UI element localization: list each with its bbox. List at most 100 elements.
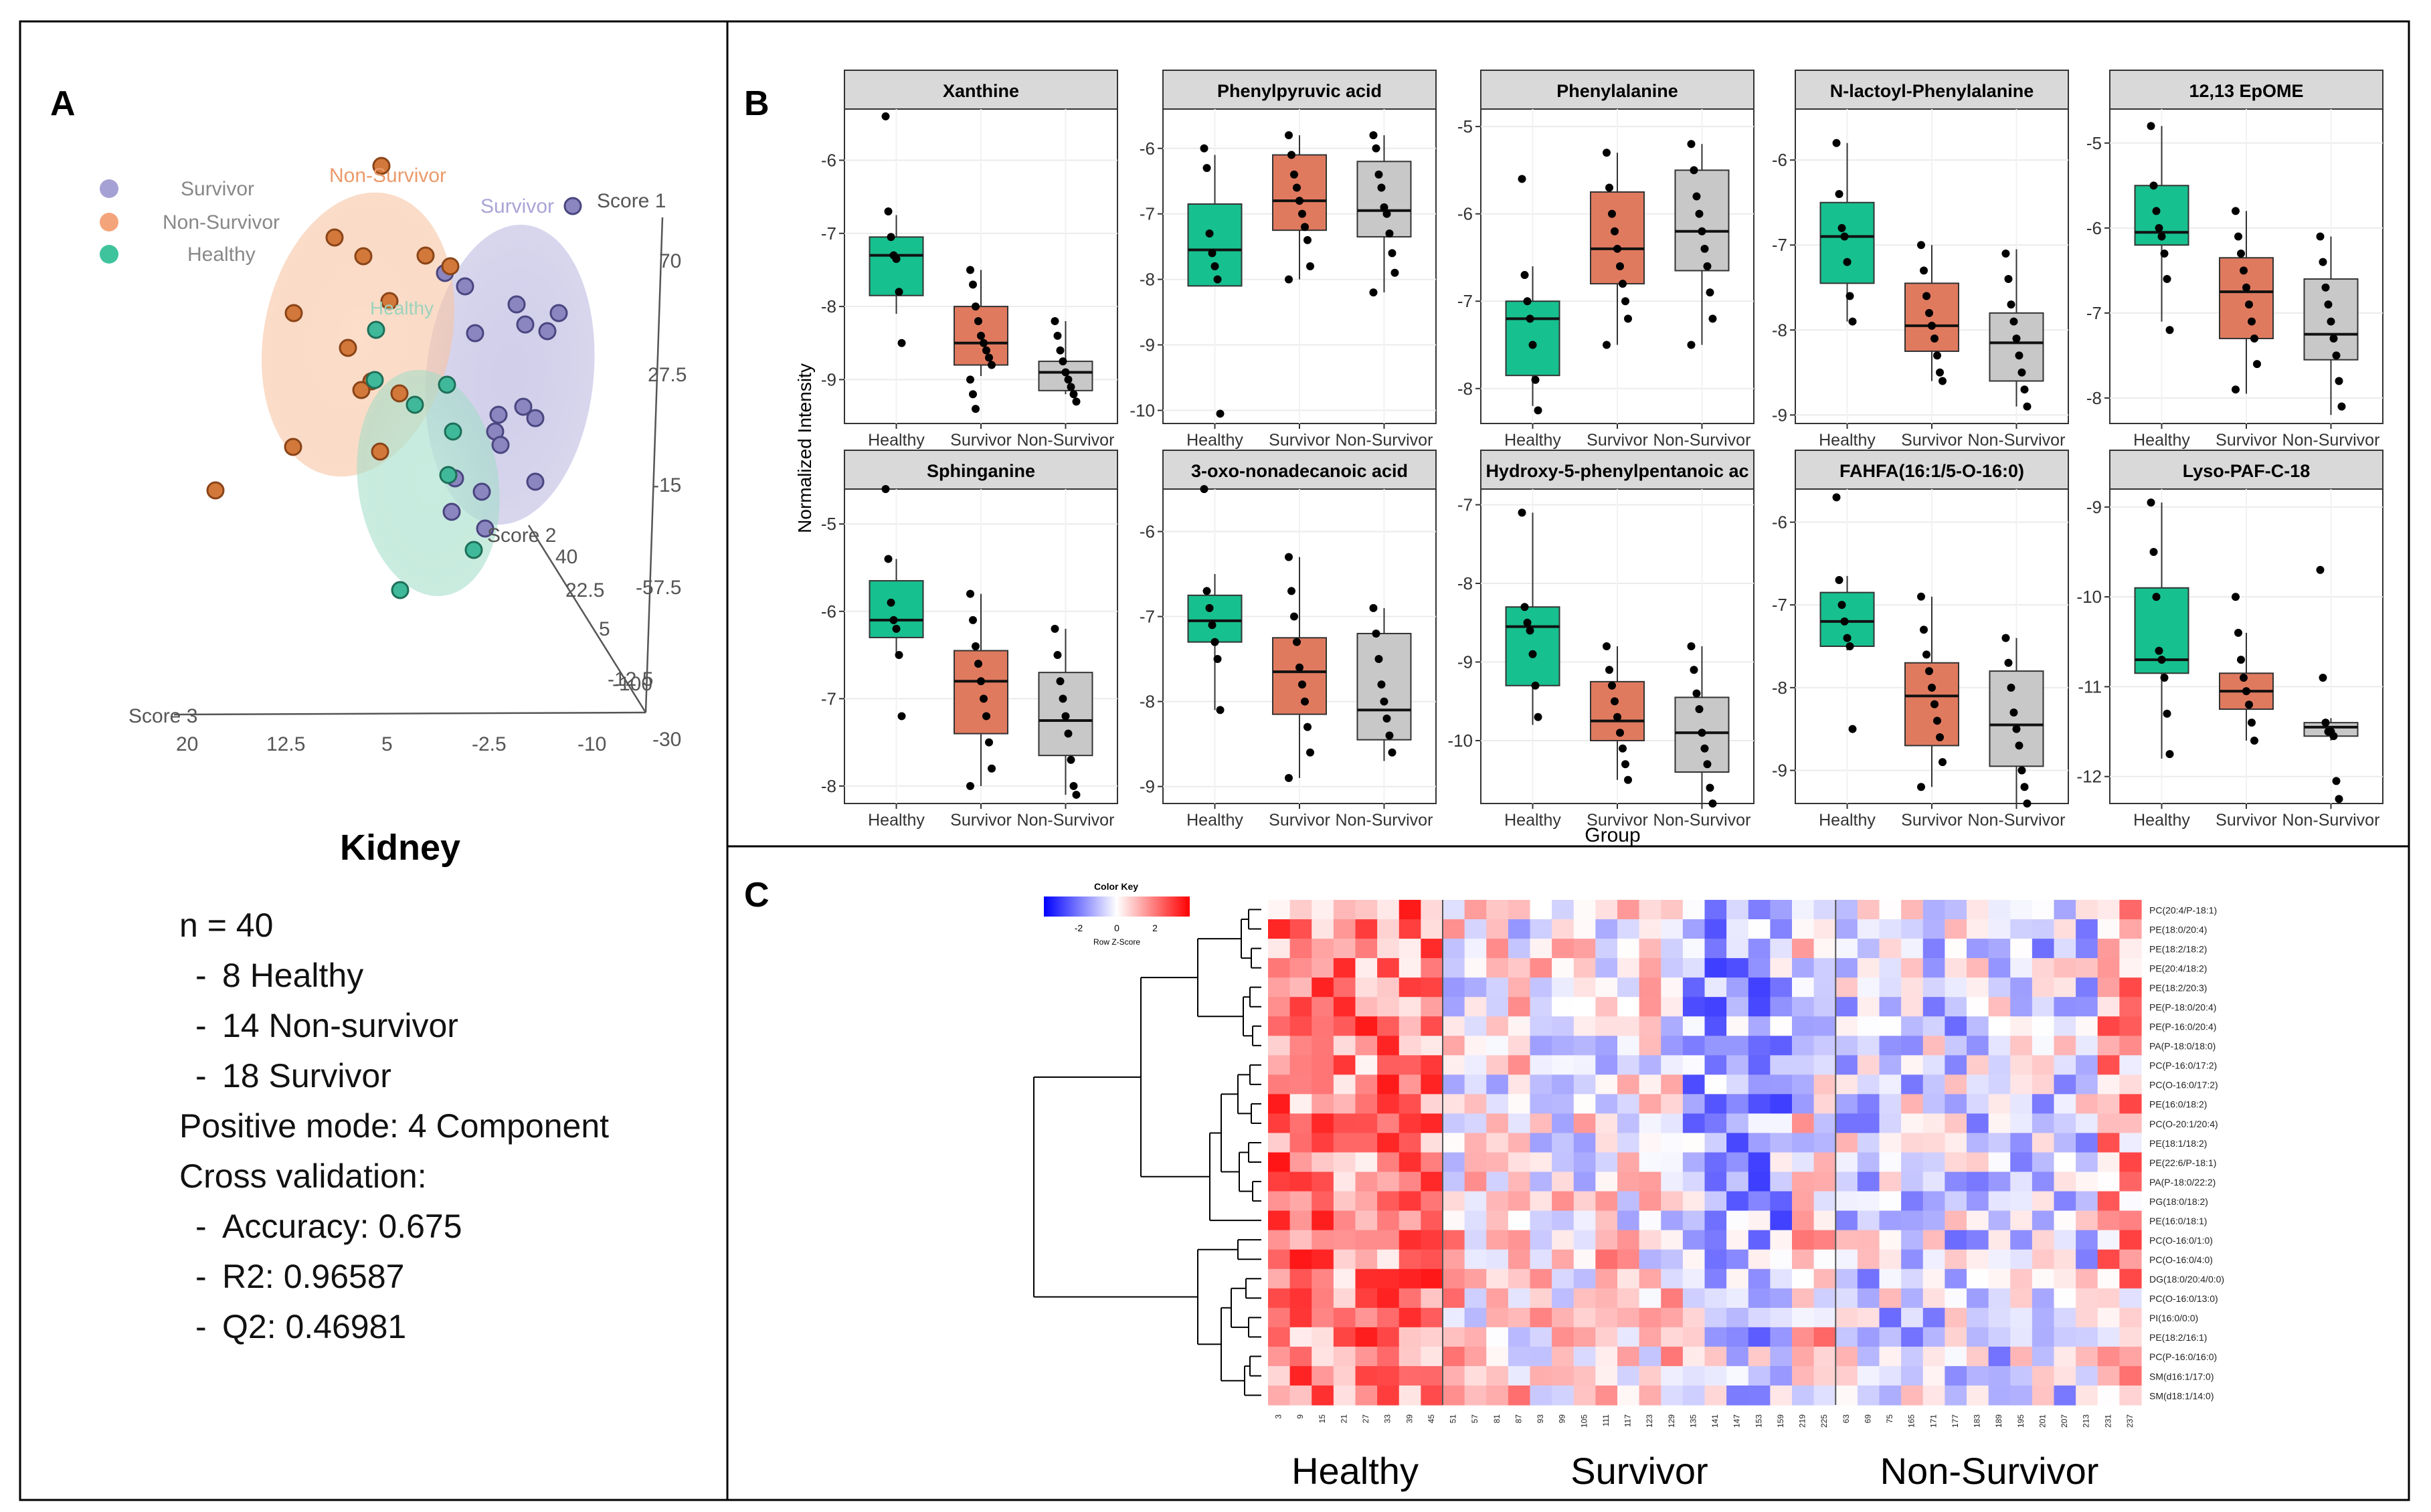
- heatmap-cell: [1704, 1152, 1727, 1173]
- heatmap-cell: [1813, 1327, 1836, 1347]
- heatmap-cell: [1770, 900, 1793, 920]
- data-point: [887, 233, 895, 242]
- heatmap-cell: [1552, 1346, 1574, 1367]
- data-point: [1303, 723, 1312, 731]
- heatmap-cell: [1792, 1133, 1815, 1153]
- data-point: [1377, 183, 1386, 192]
- heatmap-cell: [1901, 1074, 1924, 1095]
- heatmap-col-label: 87: [1514, 1414, 1523, 1424]
- heatmap-cell: [1704, 1113, 1727, 1134]
- summary-cv-title: Cross validation:: [179, 1157, 427, 1195]
- heatmap-cell: [1377, 1191, 1400, 1212]
- score1-tick: -100: [612, 673, 652, 695]
- heatmap-cell: [1639, 1230, 1661, 1250]
- heatmap-cell: [1486, 1171, 1509, 1192]
- heatmap-cell: [1289, 1365, 1312, 1386]
- heatmap-cell: [1813, 919, 1836, 939]
- heatmap-cell: [2010, 1133, 2033, 1153]
- heatmap-cell: [1617, 1016, 1640, 1036]
- heatmap-cell: [1661, 1346, 1684, 1367]
- heatmap-col-label: 93: [1536, 1414, 1545, 1424]
- heatmap-cell: [1508, 1094, 1531, 1115]
- heatmap-col-label: 81: [1492, 1414, 1502, 1424]
- heatmap-cell: [1573, 1346, 1596, 1367]
- heatmap-cell: [1901, 958, 1924, 978]
- heatmap-cell: [1312, 900, 1334, 920]
- heatmap-cell: [1617, 1113, 1640, 1134]
- heatmap-cell: [1879, 1346, 1902, 1367]
- data-point: [982, 712, 990, 721]
- data-point: [1832, 493, 1841, 502]
- heatmap-cell: [1770, 1307, 1793, 1328]
- heatmap-cell: [1945, 939, 1967, 959]
- data-point: [1920, 266, 1928, 275]
- data-point: [2152, 207, 2161, 215]
- heatmap-cell: [1552, 1074, 1574, 1095]
- heatmap-cell: [1355, 1016, 1378, 1036]
- heatmap-cell: [1617, 1210, 1640, 1231]
- heatmap-cell: [1704, 1210, 1727, 1231]
- x-tick-label: Survivor: [1269, 811, 1330, 830]
- summary-metric: R2: 0.96587: [222, 1258, 404, 1295]
- heatmap-cell: [2054, 900, 2076, 920]
- data-point: [1205, 229, 1214, 238]
- heatmap-cell: [1879, 1016, 1902, 1036]
- heatmap-cell: [1770, 997, 1793, 1017]
- heatmap-cell: [1813, 1152, 1836, 1173]
- heatmap-cell: [1901, 1268, 1924, 1289]
- data-point: [1687, 341, 1696, 349]
- heatmap-cell: [1922, 1249, 1945, 1270]
- heatmap-cell: [2010, 1074, 2033, 1095]
- heatmap-cell: [1530, 939, 1552, 959]
- heatmap-cell: [1945, 1171, 1967, 1192]
- pca-legend: Survivor Non-Survivor Healthy: [100, 178, 280, 266]
- heatmap-cell: [1704, 1074, 1727, 1095]
- heatmap-cell: [1289, 1055, 1312, 1075]
- heatmap-cell: [1530, 919, 1552, 939]
- heatmap-cell: [1661, 1288, 1684, 1309]
- heatmap-cell: [2119, 1074, 2142, 1095]
- heatmap-cell: [1726, 1288, 1749, 1309]
- data-point: [1064, 375, 1073, 384]
- data-point: [2015, 741, 2023, 750]
- heatmap-cell: [1617, 1094, 1640, 1115]
- heatmap-cell: [1573, 939, 1596, 959]
- heatmap-cell: [1879, 1094, 1902, 1115]
- heatmap-cell: [1748, 919, 1771, 939]
- heatmap-cell: [1879, 1191, 1902, 1212]
- heatmap-cell: [1988, 1210, 2011, 1231]
- heatmap-cell: [1421, 1171, 1443, 1192]
- heatmap-cell: [1988, 1152, 2011, 1173]
- heatmap-cell: [1748, 1230, 1771, 1250]
- heatmap-cell: [1595, 1230, 1618, 1250]
- heatmap-cell: [2076, 900, 2098, 920]
- data-point: [2327, 317, 2335, 326]
- data-point: [1216, 409, 1225, 418]
- boxplot-xlabel: Group: [1585, 824, 1640, 846]
- facet-title: Lyso-PAF-C-18: [2183, 461, 2311, 481]
- data-point: [2007, 683, 2015, 692]
- y-tick-label: -6: [821, 151, 836, 171]
- heatmap-cell: [1792, 1094, 1815, 1115]
- heatmap-cell: [2054, 1365, 2076, 1386]
- heatmap-col-label: 189: [1994, 1414, 2003, 1428]
- heatmap-cell: [2032, 1210, 2055, 1231]
- heatmap-cell: [1813, 1191, 1836, 1212]
- heatmap-cell: [2076, 1346, 2098, 1367]
- x-tick-label: Non-Survivor: [1968, 811, 2066, 830]
- heatmap-cell: [1399, 1249, 1421, 1270]
- heatmap-cell: [2032, 939, 2055, 959]
- pca-point-nonsurvivor: [441, 257, 460, 276]
- heatmap-cell: [1312, 977, 1334, 998]
- heatmap-cell: [1988, 1074, 2011, 1095]
- heatmap-row-label: PE(18:2/16:1): [2149, 1332, 2207, 1343]
- heatmap-cell: [2054, 1210, 2076, 1231]
- heatmap-cell: [1486, 1288, 1509, 1309]
- data-point: [1382, 714, 1391, 723]
- heatmap-cell: [1770, 1016, 1793, 1036]
- data-point: [1928, 683, 1936, 692]
- heatmap-cell: [1289, 1016, 1312, 1036]
- heatmap-cell: [1443, 1055, 1465, 1075]
- heatmap-cell: [1901, 1307, 1924, 1328]
